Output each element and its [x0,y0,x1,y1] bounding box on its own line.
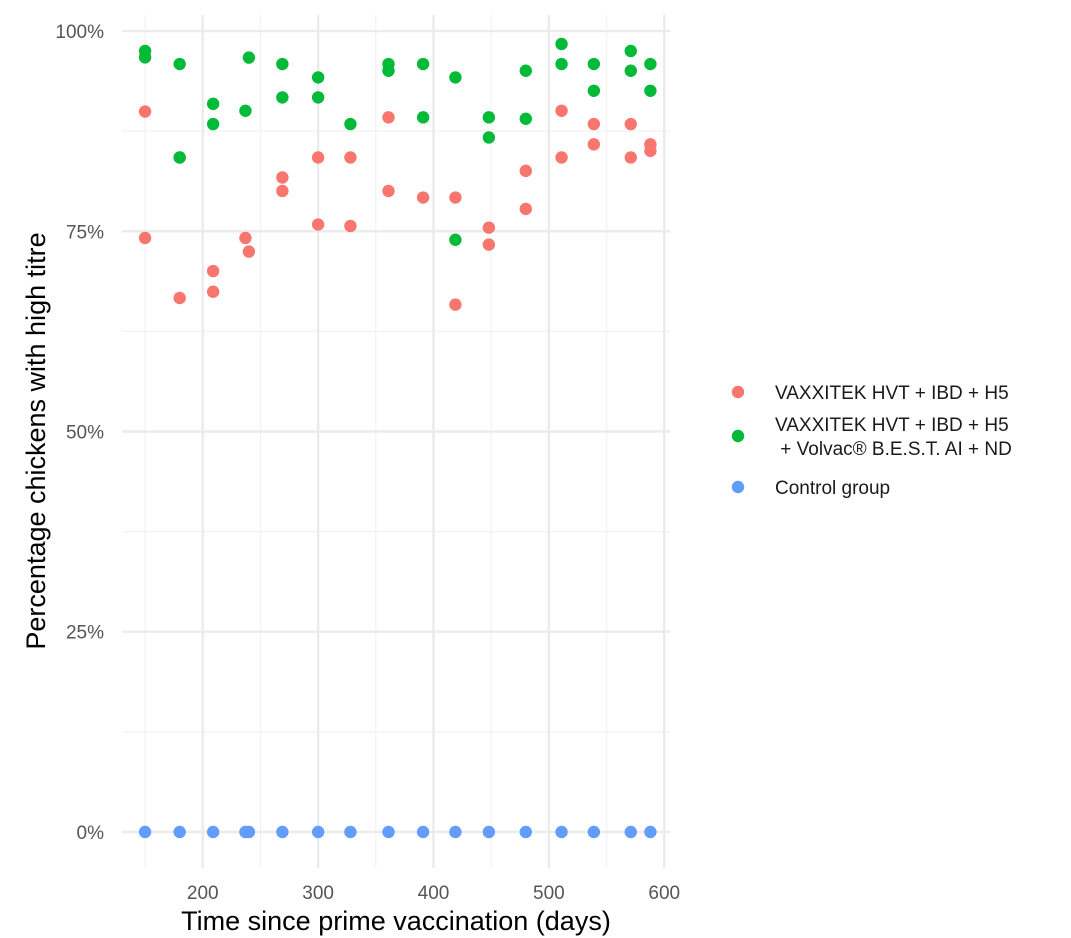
data-point-series-3 [382,825,395,839]
data-point-series-2 [587,57,601,71]
legend-key-series-3 [731,480,745,494]
legend-label-series-3: Control group [775,478,890,499]
data-point-series-2 [449,71,462,84]
legend-key-series-2 [731,429,745,443]
data-point-series-2 [644,57,657,71]
data-point-series-1 [138,105,152,118]
data-point-series-3 [482,825,496,839]
data-point-series-1 [242,245,256,258]
data-point-series-2 [382,64,395,77]
data-point-series-2 [482,131,496,144]
data-point-series-2 [416,57,430,71]
data-point-series-1 [311,151,325,164]
data-point-series-2 [138,51,152,64]
data-point-series-3 [555,825,568,839]
data-point-series-1 [519,164,532,178]
data-point-series-2 [555,57,568,71]
data-point-series-1 [276,171,289,184]
data-point-series-1 [344,151,357,164]
data-point-series-2 [206,117,220,131]
minor-gridlines [122,15,670,868]
data-point-series-1 [519,202,532,216]
y-tick-labels: 0% 25% 50% 75% 100% [55,22,104,844]
y-tick-label: 100% [55,22,104,43]
data-point-series-1 [276,184,289,198]
data-point-series-1 [173,291,186,305]
y-axis-title: Percentage chickens with high titre [21,232,51,649]
data-point-series-3 [416,825,430,839]
x-tick-label: 400 [418,883,450,904]
data-point-series-2 [449,233,462,246]
data-point-series-1 [624,117,637,131]
data-point-series-1 [482,221,496,234]
x-tick-label: 600 [648,883,680,904]
x-tick-label: 200 [187,883,219,904]
data-point-series-3 [449,825,462,839]
data-point-series-1 [138,231,152,245]
data-point-series-2 [276,57,289,71]
data-point-series-3 [242,825,256,839]
data-point-series-3 [624,825,637,839]
data-point-series-2 [587,84,601,97]
data-point-series-1 [587,138,601,151]
data-point-series-1 [482,238,496,251]
data-point-series-1 [555,151,568,164]
x-tick-label: 500 [533,883,565,904]
data-point-series-2 [311,71,325,84]
data-point-series-3 [206,825,220,839]
data-point-series-1 [587,117,601,131]
data-point-series-3 [587,825,601,839]
data-point-series-1 [344,219,357,233]
data-point-series-2 [206,97,220,111]
data-point-series-1 [624,151,637,164]
data-point-series-1 [644,144,657,158]
data-point-series-3 [311,825,325,839]
data-point-series-1 [449,298,462,311]
y-tick-label: 50% [66,422,104,443]
x-tick-labels: 200 300 400 500 600 [187,883,680,904]
legend-key-series-1 [731,385,745,399]
data-point-series-3 [344,825,357,839]
data-point-series-2 [482,111,496,124]
data-point-series-1 [416,191,430,204]
legend-label-series-1: VAXXITEK HVT + IBD + H5 [775,383,1009,404]
y-tick-label: 75% [66,222,104,243]
data-point-series-2 [344,117,357,131]
data-point-series-2 [519,64,532,77]
data-point-series-1 [206,264,220,278]
data-point-series-2 [519,112,532,126]
data-point-series-2 [242,51,256,64]
data-point-series-1 [555,104,568,117]
data-point-series-2 [624,44,637,58]
legend: VAXXITEK HVT + IBD + H5 VAXXITEK HVT + IB… [731,383,1012,499]
x-axis-title: Time since prime vaccination (days) [181,906,611,936]
y-tick-label: 0% [77,823,105,844]
data-point-series-3 [173,825,186,839]
data-points [138,37,657,839]
data-point-series-3 [138,825,152,839]
data-point-series-2 [173,57,186,71]
legend-label-series-2: VAXXITEK HVT + IBD + H5 + Volvac® B.E.S.… [775,415,1012,460]
data-point-series-1 [382,111,395,124]
data-point-series-2 [276,91,289,104]
data-point-series-1 [239,231,252,245]
data-point-series-2 [239,104,252,117]
data-point-series-2 [555,37,568,51]
data-point-series-2 [311,91,325,104]
data-point-series-2 [624,64,637,77]
data-point-series-3 [644,825,657,839]
data-point-series-1 [311,218,325,231]
data-point-series-3 [519,825,532,839]
x-tick-label: 300 [302,883,334,904]
data-point-series-3 [276,825,289,839]
y-tick-label: 25% [66,623,104,644]
data-point-series-2 [416,111,430,124]
data-point-series-1 [449,191,462,204]
data-point-series-2 [173,151,186,164]
data-point-series-2 [644,84,657,97]
major-gridlines [122,15,670,868]
data-point-series-1 [206,285,220,298]
data-point-series-1 [382,184,395,198]
